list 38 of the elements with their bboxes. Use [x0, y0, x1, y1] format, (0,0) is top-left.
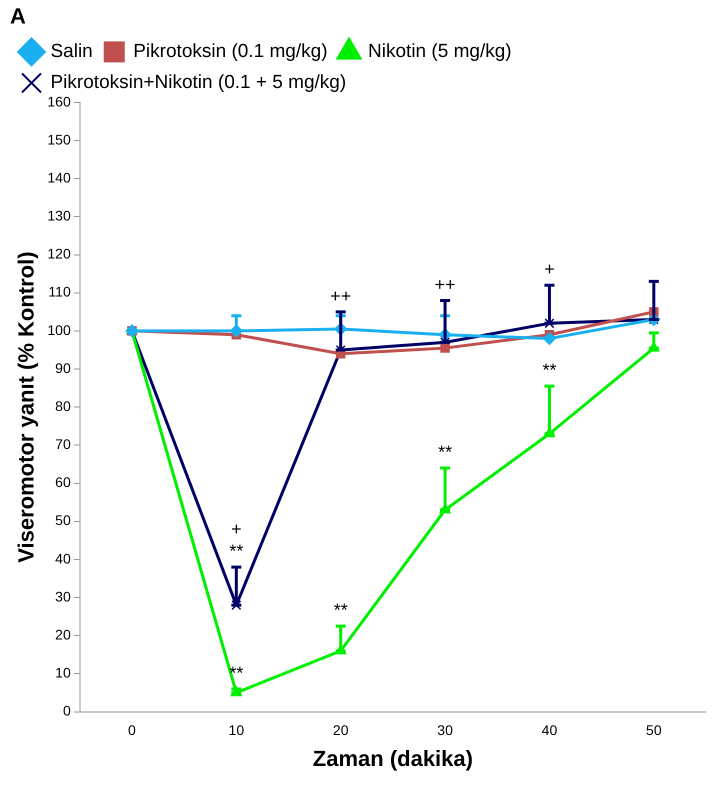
legend-label: Nikotin (5 mg/kg): [368, 41, 512, 62]
annotation: +: [231, 519, 242, 540]
y-tick-label: 20: [55, 626, 71, 642]
annotation: **: [229, 541, 244, 562]
x-tick-label: 50: [646, 722, 662, 738]
y-tick-label: 10: [55, 664, 71, 681]
y-tick-label: 60: [55, 474, 71, 490]
y-tick-label: 50: [55, 512, 71, 528]
legend-label: Salin: [50, 41, 93, 62]
annotation: ++: [330, 286, 352, 306]
y-tick-label: 70: [55, 436, 71, 452]
x-tick-label: 20: [332, 722, 349, 738]
y-tick-label: 110: [48, 284, 71, 300]
legend-label: Pikrotoksin+Nikotin (0.1 + 5 mg/kg): [50, 72, 346, 94]
annotation: ++: [434, 274, 456, 294]
legend-label: Pikrotoksin (0.1 mg/kg): [133, 41, 328, 62]
y-tick-label: 100: [47, 322, 71, 338]
annotation: +: [544, 259, 555, 280]
y-tick-label: 80: [55, 398, 71, 414]
y-axis-title: Viseromotor yanıt (% Kontrol): [13, 251, 38, 563]
y-tick-label: 40: [55, 550, 71, 566]
x-axis-title: Zaman (dakika): [312, 746, 473, 771]
y-tick-label: 30: [55, 588, 71, 604]
x-tick-label: 30: [437, 722, 454, 738]
annotation: **: [334, 600, 348, 620]
x-tick-label: 40: [542, 722, 558, 738]
y-tick-label: 130: [47, 208, 71, 224]
y-tick-label: 0: [62, 702, 71, 719]
chart-title: A: [10, 3, 26, 28]
annotation: **: [438, 442, 452, 462]
y-tick-label: 120: [47, 246, 71, 262]
y-tick-label: 150: [47, 131, 71, 148]
x-tick-label: 0: [128, 722, 136, 738]
y-tick-label: 140: [47, 169, 71, 186]
x-tick-label: 10: [228, 722, 244, 738]
y-tick-label: 90: [55, 360, 71, 376]
y-tick-label: 160: [47, 93, 71, 110]
annotation: **: [542, 360, 556, 380]
